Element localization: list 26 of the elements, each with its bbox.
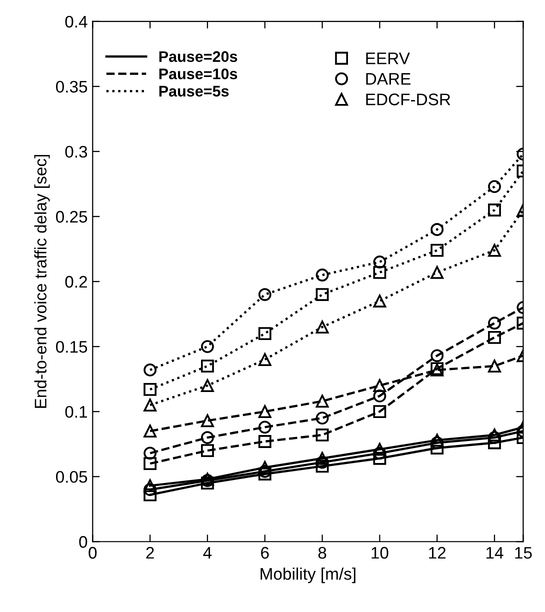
- legend-label: DARE: [366, 73, 410, 85]
- x-tick-label: 0: [88, 546, 97, 559]
- x-tick-label: 14: [486, 547, 504, 559]
- y-axis-title: End-to-end voice traffic delay [sec]: [34, 155, 50, 408]
- y-tick-label: 0.1: [65, 406, 87, 418]
- y-tick-label: 0: [79, 536, 88, 548]
- y-tick-label: 0.3: [65, 146, 88, 158]
- x-tick-label: 2: [146, 546, 154, 559]
- x-tick-label: 12: [429, 546, 446, 559]
- x-axis-title: Mobility [m/s]: [260, 568, 356, 584]
- legend-label: EERV: [366, 52, 410, 64]
- annotation: Pause=10s: [159, 68, 238, 80]
- x-tick-label: 4: [203, 547, 212, 559]
- legend-label: EDCF-DSR: [366, 94, 450, 106]
- y-tick-label: 0.4: [65, 16, 88, 28]
- y-tick-label: 0.15: [56, 340, 88, 353]
- y-tick-label: 0.05: [56, 470, 88, 483]
- y-tick-label: 0.2: [65, 276, 87, 288]
- x-tick-label: 8: [318, 546, 326, 559]
- x-tick-label: 10: [372, 546, 388, 559]
- y-tick-label: 0.35: [56, 80, 88, 93]
- x-tick-label: 6: [261, 546, 269, 559]
- annotation: Pause=5s: [159, 86, 229, 97]
- y-tick-label: 0.25: [56, 210, 88, 223]
- x-tick-label: 15: [515, 547, 532, 559]
- annotation: Pause=20s: [159, 51, 238, 62]
